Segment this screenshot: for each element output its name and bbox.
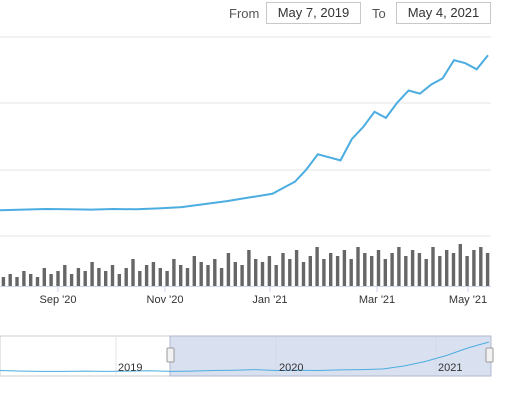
- volume-bar: [254, 259, 258, 286]
- volume-bar: [117, 274, 121, 286]
- x-tick-label: Jan '21: [252, 294, 287, 306]
- volume-bar: [206, 265, 210, 286]
- volume-bar: [397, 247, 401, 286]
- volume-bar: [322, 259, 326, 286]
- volume-bar: [90, 262, 94, 286]
- volume-bar: [158, 268, 162, 286]
- volume-bar: [315, 247, 319, 286]
- navigator-year-label: 2021: [438, 362, 462, 374]
- volume-bar: [56, 271, 60, 286]
- volume-bar: [383, 259, 387, 286]
- volume-bar: [301, 262, 306, 286]
- volume-bar: [69, 274, 74, 286]
- volume-bar: [226, 253, 231, 286]
- navigator-year-label: 2019: [118, 362, 142, 374]
- x-tick-label: Mar '21: [359, 294, 395, 306]
- x-tick-label: Sep '20: [40, 294, 77, 306]
- navigator-right-handle[interactable]: [485, 347, 494, 363]
- navigator-selection: [169, 335, 492, 377]
- volume-bar: [165, 271, 169, 286]
- volume-bar: [97, 268, 101, 286]
- volume-bar: [431, 247, 435, 286]
- volume-bar: [485, 253, 490, 286]
- grid-layer: [0, 36, 491, 287]
- volume-bar: [376, 250, 381, 286]
- navigator: 2019 2020 2021: [0, 335, 494, 377]
- volume-bar: [124, 268, 128, 286]
- volume-bar: [472, 250, 476, 286]
- volume-bar: [1, 277, 6, 286]
- volume-bar: [15, 277, 19, 286]
- volume-bar: [110, 265, 115, 286]
- volume-bar: [294, 250, 299, 286]
- volume-bar: [438, 256, 442, 286]
- volume-bar: [479, 247, 483, 286]
- navigator-series-line: [0, 341, 490, 372]
- volume-bar: [349, 259, 353, 286]
- volume-bar: [335, 256, 340, 286]
- from-date-input[interactable]: May 7, 2019: [266, 2, 361, 24]
- volume-bar: [233, 262, 237, 286]
- volume-bar: [356, 247, 360, 286]
- volume-bar: [247, 250, 251, 286]
- volume-bar: [104, 271, 108, 286]
- volume-bar: [49, 274, 53, 286]
- volume-bar: [424, 259, 428, 286]
- volume-bar: [417, 253, 422, 286]
- volume-bar: [199, 262, 203, 286]
- volume-bar: [63, 265, 67, 286]
- to-label: To: [372, 6, 386, 21]
- navigator-year-label: 2020: [279, 362, 303, 374]
- volume-bar: [329, 253, 333, 286]
- volume-bar: [22, 271, 26, 286]
- volume-bar: [410, 250, 415, 286]
- volume-bar: [390, 253, 394, 286]
- volume-bar: [274, 265, 278, 286]
- from-label: From: [229, 6, 260, 21]
- volume-layer: [1, 244, 490, 286]
- volume-bar: [35, 277, 40, 286]
- volume-bar: [172, 259, 176, 286]
- volume-bar: [179, 265, 183, 286]
- volume-bar: [342, 250, 347, 286]
- to-date-input[interactable]: May 4, 2021: [396, 2, 491, 24]
- volume-bar: [131, 259, 135, 286]
- volume-bar: [451, 253, 456, 286]
- volume-bar: [29, 274, 33, 286]
- volume-bar: [185, 268, 190, 286]
- volume-bar: [363, 253, 367, 286]
- volume-bar: [151, 262, 156, 286]
- volume-bar: [213, 259, 217, 286]
- volume-bar: [281, 253, 285, 286]
- x-tick-label: Nov '20: [147, 294, 184, 306]
- volume-bar: [458, 244, 462, 286]
- volume-bar: [83, 271, 87, 286]
- volume-bar: [288, 259, 292, 286]
- navigator-left-handle[interactable]: [166, 347, 175, 363]
- volume-bar: [260, 262, 265, 286]
- volume-bar: [8, 274, 12, 286]
- volume-bar: [370, 256, 374, 286]
- volume-bar: [240, 265, 244, 286]
- volume-bar: [76, 268, 81, 286]
- x-tick-label: May '21: [449, 294, 487, 306]
- x-axis: Sep '20 Nov '20 Jan '21 Mar '21 May '21: [40, 287, 487, 306]
- volume-bar: [404, 256, 408, 286]
- volume-bar: [144, 265, 149, 286]
- volume-bar: [308, 256, 312, 286]
- volume-bar: [267, 256, 272, 286]
- volume-bar: [138, 271, 142, 286]
- volume-bar: [445, 250, 449, 286]
- volume-bar: [42, 268, 46, 286]
- date-range-selector: From May 7, 2019 To May 4, 2021: [0, 2, 525, 24]
- price-series-line: [0, 54, 489, 212]
- volume-bar: [219, 268, 224, 286]
- volume-bar: [192, 256, 196, 286]
- price-layer: [0, 54, 489, 212]
- volume-bar: [465, 256, 469, 286]
